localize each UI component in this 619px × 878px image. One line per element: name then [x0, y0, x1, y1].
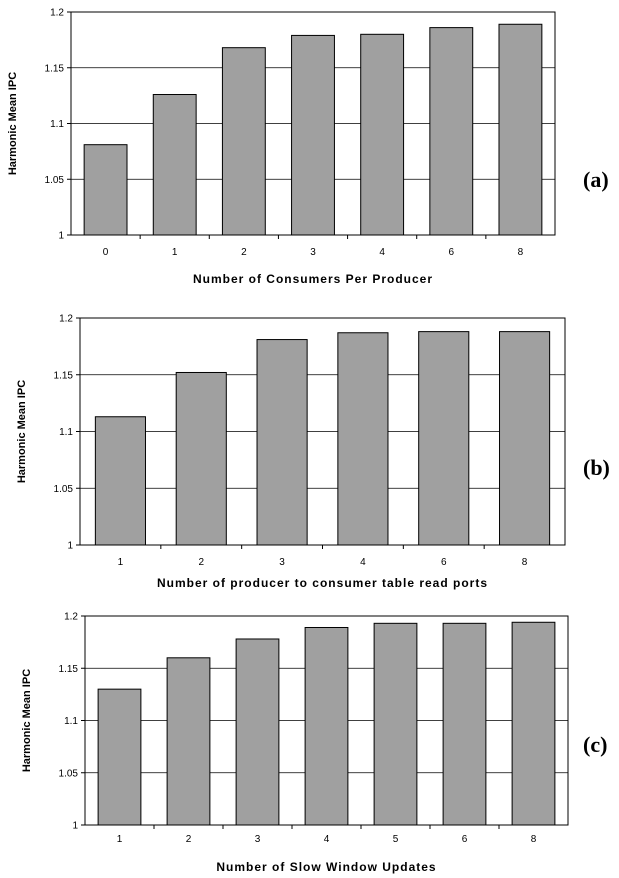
x-tick-label: 3	[279, 557, 285, 568]
panel-label: (c)	[583, 732, 607, 757]
y-axis-label: Harmonic Mean IPC	[21, 669, 33, 772]
bar-8	[499, 331, 551, 546]
panel-label: (b)	[583, 455, 610, 480]
bar-1	[152, 94, 197, 236]
x-tick-label: 4	[379, 247, 385, 258]
y-tick-label: 1.15	[54, 370, 74, 381]
bar-8	[511, 621, 556, 826]
x-tick-label: 8	[531, 834, 537, 845]
bar-6	[429, 27, 474, 236]
x-tick-label: 4	[360, 557, 366, 568]
x-tick-label: 3	[255, 834, 261, 845]
x-tick-label: 1	[172, 247, 178, 258]
y-tick-label: 1.15	[59, 664, 79, 675]
x-axis-label: Number of Consumers Per Producer	[193, 272, 433, 286]
y-tick-label: 1.15	[45, 63, 65, 74]
x-tick-label: 2	[241, 247, 247, 258]
bar-2	[175, 371, 227, 546]
y-tick-label: 1.1	[50, 119, 64, 130]
y-tick-label: 1.05	[59, 768, 79, 779]
y-tick-label: 1.2	[64, 612, 78, 623]
y-tick-label: 1.05	[45, 175, 65, 186]
y-axis-label: Harmonic Mean IPC	[7, 72, 19, 175]
x-tick-label: 8	[522, 557, 528, 568]
x-tick-label: 1	[117, 834, 123, 845]
x-axis-label: Number of producer to consumer table rea…	[157, 576, 488, 590]
x-tick-label: 1	[118, 557, 124, 568]
bar-2	[166, 657, 211, 826]
x-tick-label: 6	[449, 247, 455, 258]
y-tick-label: 1.2	[50, 8, 64, 19]
bar-3	[291, 34, 335, 236]
y-axis-label: Harmonic Mean IPC	[16, 380, 28, 483]
y-tick-label: 1.05	[54, 484, 74, 495]
bar-3	[235, 638, 280, 826]
bar-6	[418, 331, 470, 546]
bar-6	[442, 622, 487, 826]
y-tick-label: 1	[67, 541, 73, 552]
bar-4	[304, 626, 349, 826]
panel-label: (a)	[583, 167, 609, 192]
bar-5	[373, 622, 418, 826]
x-tick-label: 5	[393, 834, 399, 845]
x-tick-label: 2	[198, 557, 204, 568]
bar-3	[256, 339, 308, 546]
bar-1	[97, 688, 142, 826]
bar-1	[94, 416, 146, 546]
y-tick-label: 1	[72, 821, 78, 832]
y-tick-label: 1	[58, 231, 64, 242]
bar-4	[360, 33, 405, 236]
x-tick-label: 6	[462, 834, 468, 845]
bar-2	[221, 47, 266, 236]
bar-0	[83, 144, 128, 236]
x-tick-label: 4	[324, 834, 330, 845]
bar-4	[337, 332, 389, 546]
chart-panel-3: 1 1.05 1.1 1.15 1.2 1 2 3 4 5 6 8 Number of Slow Win…	[21, 612, 607, 875]
y-tick-label: 1.1	[59, 427, 73, 438]
bar-8	[498, 23, 543, 236]
y-tick-label: 1.1	[64, 716, 78, 727]
chart-panel-1: 1 1.05 1.1 1.15 1.2 0 1 2 3 4 6 8 Number of Consumer…	[7, 8, 609, 287]
x-tick-label: 0	[103, 247, 109, 258]
x-tick-label: 8	[518, 247, 524, 258]
x-tick-label: 2	[186, 834, 192, 845]
y-tick-label: 1.2	[59, 314, 73, 325]
x-tick-label: 6	[441, 557, 447, 568]
x-tick-label: 3	[310, 247, 316, 258]
x-axis-label: Number of Slow Window Updates	[216, 860, 436, 874]
chart-panel-2: 1 1.05 1.1 1.15 1.2 1 2 3 4 6 8 Number of producer …	[16, 314, 610, 591]
